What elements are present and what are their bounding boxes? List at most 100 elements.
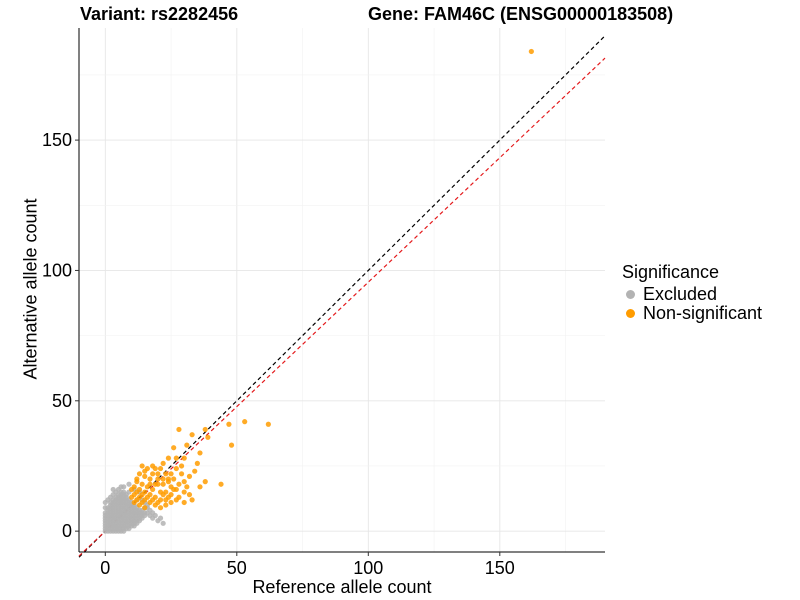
point-non-significant (194, 460, 200, 466)
point-excluded (157, 515, 164, 521)
legend-item-non-significant: Non-significant (622, 303, 763, 323)
point-non-significant (165, 494, 172, 500)
reference-line-identity (78, 35, 606, 558)
point-non-significant (189, 497, 195, 503)
point-non-significant (173, 465, 179, 472)
point-non-significant (181, 455, 187, 461)
grid-lines (79, 28, 605, 552)
point-non-significant (189, 432, 195, 438)
legend-item-excluded: Excluded (622, 284, 762, 304)
point-excluded (121, 489, 127, 495)
point-non-significant (168, 471, 174, 477)
point-non-significant (152, 481, 158, 487)
x-tick-label: 150 (485, 558, 515, 578)
point-excluded (160, 520, 166, 526)
point-non-significant (184, 484, 190, 490)
point-non-significant (142, 505, 148, 511)
point-non-significant (202, 479, 208, 485)
point-non-significant (160, 476, 166, 482)
point-non-significant (171, 486, 177, 493)
point-non-significant (186, 492, 193, 498)
point-non-significant (157, 505, 164, 511)
y-tick-label: 50 (52, 391, 72, 411)
point-excluded (152, 512, 158, 519)
point-non-significant (150, 463, 156, 469)
point-non-significant (173, 455, 179, 461)
point-non-significant (192, 468, 198, 474)
legend-title: Significance (622, 262, 720, 282)
point-non-significant (147, 476, 153, 482)
point-non-significant (160, 481, 166, 487)
legend-label-non-significant: Non-significant (643, 303, 763, 323)
point-non-significant (178, 471, 185, 477)
point-non-significant (202, 426, 208, 433)
point-non-significant (184, 442, 190, 448)
point-non-significant (173, 497, 179, 503)
point-non-significant (150, 486, 156, 493)
point-non-significant (181, 499, 187, 506)
point-non-significant (136, 471, 143, 477)
x-tick-label: 50 (227, 558, 247, 578)
point-non-significant (131, 499, 137, 506)
point-excluded (118, 484, 124, 490)
point-non-significant (176, 426, 182, 433)
point-non-significant (265, 421, 271, 427)
point-non-significant (129, 494, 135, 500)
point-non-significant (197, 450, 203, 456)
chart-title-variant: Variant: rs2282456 (80, 4, 239, 24)
point-non-significant (160, 492, 166, 498)
point-non-significant (150, 471, 156, 477)
point-non-significant (242, 419, 248, 425)
data-points (102, 48, 534, 534)
y-tick-label: 100 (42, 260, 72, 280)
point-non-significant (205, 434, 211, 440)
point-non-significant (171, 445, 177, 451)
y-tick-label: 150 (42, 130, 72, 150)
point-non-significant (129, 486, 135, 493)
point-non-significant (226, 421, 232, 427)
point-non-significant (165, 479, 172, 485)
point-non-significant (163, 471, 169, 477)
point-non-significant (181, 489, 187, 495)
point-excluded (102, 505, 108, 511)
legend-key-excluded (626, 290, 635, 299)
point-non-significant (528, 48, 534, 55)
point-non-significant (186, 473, 193, 479)
point-non-significant (181, 479, 187, 485)
point-non-significant (136, 502, 143, 508)
y-tick-label: 0 (62, 521, 72, 541)
point-non-significant (228, 442, 235, 448)
point-non-significant (142, 473, 148, 479)
point-non-significant (165, 455, 172, 461)
point-non-significant (176, 481, 182, 487)
point-non-significant (134, 476, 140, 482)
legend: Significance Excluded Non-significant (622, 262, 762, 323)
point-non-significant (160, 460, 166, 466)
point-non-significant (152, 502, 158, 508)
point-non-significant (157, 465, 164, 472)
chart-title-gene: Gene: FAM46C (ENSG00000183508) (368, 4, 674, 24)
point-non-significant (139, 463, 145, 469)
x-axis-title: Reference allele count (252, 577, 432, 597)
point-non-significant (139, 481, 145, 487)
point-non-significant (147, 481, 153, 487)
point-non-significant (155, 471, 161, 477)
point-non-significant (155, 476, 161, 482)
point-non-significant (142, 468, 148, 474)
point-non-significant (171, 476, 177, 482)
point-excluded (126, 481, 132, 487)
y-axis-title: Alternative allele count (20, 198, 41, 380)
point-non-significant (163, 502, 169, 508)
point-non-significant (168, 499, 174, 506)
x-tick-label: 100 (353, 558, 383, 578)
point-non-significant (147, 499, 153, 506)
point-non-significant (218, 481, 224, 487)
legend-label-excluded: Excluded (643, 284, 718, 304)
x-tick-label: 0 (100, 558, 110, 578)
point-non-significant (178, 463, 185, 469)
legend-key-non-significant (626, 309, 635, 318)
point-non-significant (197, 484, 203, 490)
axes: 0 50 100 150 0 50 100 150 (42, 28, 605, 578)
point-excluded (110, 486, 116, 493)
